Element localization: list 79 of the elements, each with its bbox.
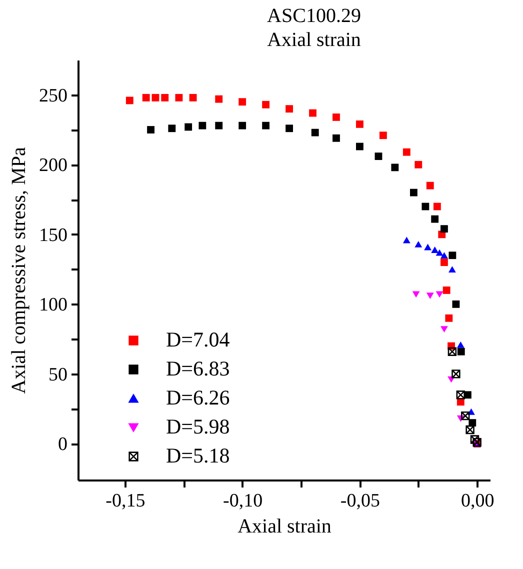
point [402, 236, 410, 244]
point [460, 411, 470, 420]
point [147, 126, 154, 134]
point [168, 124, 176, 132]
y-axis-title: Axial compressive stress, MPa [8, 147, 30, 394]
point [452, 370, 460, 378]
x-axis-title: Axial strain [238, 516, 332, 538]
y-tick-label: 150 [39, 224, 68, 246]
point [414, 160, 422, 168]
legend-label: D=5.98 [166, 414, 230, 438]
point [422, 202, 430, 210]
point [215, 95, 223, 103]
point [126, 96, 134, 104]
y-tick-label: 0 [58, 434, 68, 456]
point [424, 244, 432, 250]
y-tick-label: 50 [48, 364, 68, 386]
point [440, 225, 448, 233]
point [442, 286, 450, 294]
legend-label: D=6.83 [166, 356, 230, 380]
point [445, 314, 453, 322]
point [238, 122, 246, 130]
point [391, 164, 399, 172]
point [356, 142, 364, 150]
y-tick-label: 250 [39, 85, 68, 106]
point [356, 120, 364, 128]
point [215, 122, 223, 130]
point [466, 425, 474, 434]
y-tick-label: 100 [39, 294, 68, 316]
point [448, 266, 456, 273]
point [412, 291, 420, 298]
point [431, 215, 439, 223]
point [311, 128, 319, 136]
point [414, 240, 422, 248]
chart-title: ASC100.29 [267, 5, 361, 27]
x-tick-label: 0,00 [460, 490, 494, 512]
point [175, 94, 183, 102]
point [410, 188, 418, 196]
point [286, 105, 293, 113]
point [440, 258, 448, 266]
point [452, 300, 460, 308]
point [262, 122, 270, 130]
point [433, 202, 441, 210]
point [436, 249, 444, 256]
chart-subtitle: Axial strain [267, 29, 361, 51]
y-tick-label: 200 [39, 155, 68, 176]
point [152, 94, 160, 102]
point [198, 122, 206, 130]
point [374, 152, 382, 160]
point [431, 246, 439, 253]
point [426, 292, 434, 300]
point [456, 390, 466, 400]
point [286, 124, 293, 132]
point [142, 94, 150, 102]
point [402, 148, 410, 156]
point [426, 182, 434, 190]
point [379, 132, 387, 140]
point [332, 114, 340, 121]
point [238, 98, 246, 106]
point [470, 435, 480, 444]
point [436, 291, 444, 298]
point [456, 341, 464, 348]
legend-label: D=7.04 [166, 328, 230, 352]
point [161, 94, 169, 102]
x-tick-label: -0,10 [223, 490, 263, 512]
legend-label: D=6.26 [166, 386, 230, 410]
point [189, 94, 197, 102]
point [440, 326, 448, 333]
point [457, 348, 465, 356]
point [448, 252, 456, 260]
point [332, 134, 340, 142]
point [262, 100, 270, 108]
legend-label: D=5.18 [166, 444, 230, 468]
x-tick-label: -0,05 [340, 490, 380, 512]
point [448, 347, 457, 356]
point [184, 123, 192, 131]
point [472, 438, 482, 447]
point [309, 109, 316, 117]
point [440, 252, 448, 259]
x-tick-label: -0,15 [106, 490, 146, 512]
